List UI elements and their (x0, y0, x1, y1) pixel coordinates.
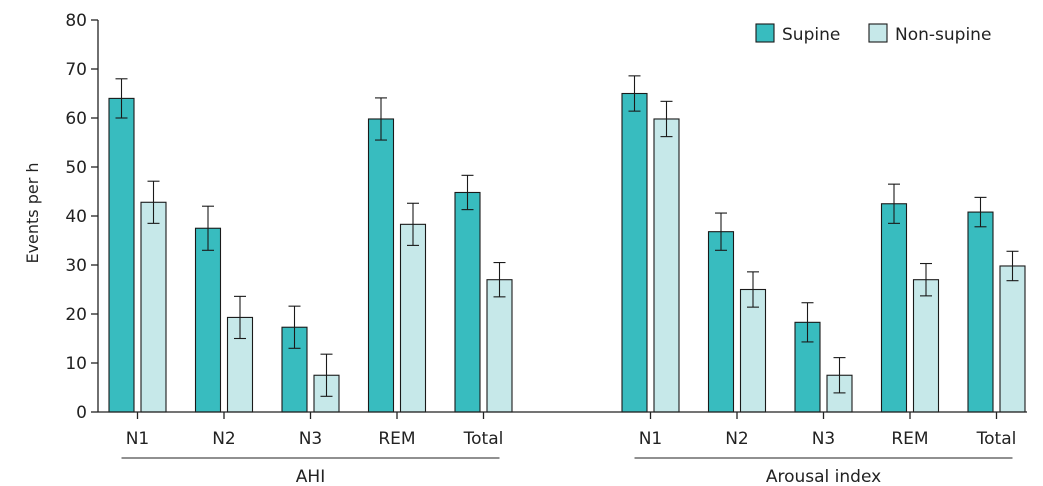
bar (367, 118, 395, 413)
group-label: Arousal index (766, 467, 881, 486)
y-tick-label: 60 (65, 109, 87, 129)
group-label: AHI (296, 467, 325, 486)
x-tick-label: N1 (126, 429, 150, 449)
x-tick-label: N2 (212, 429, 236, 449)
bar (653, 118, 680, 413)
y-tick-label: 80 (65, 11, 87, 31)
bars (108, 75, 1026, 413)
legend-swatch (755, 23, 775, 43)
x-axis: N1 N2 N3 REM Total AHI N1 N2 N3 REM Total Arousal i… (98, 411, 1027, 486)
bar (912, 279, 940, 413)
x-tick-label: REM (378, 429, 415, 449)
x-tick-label: N1 (639, 429, 663, 449)
y-tick-label: 70 (65, 60, 87, 80)
bar (108, 97, 135, 413)
x-tick-label: N3 (812, 429, 836, 449)
bar (486, 279, 513, 413)
bar (707, 231, 735, 413)
legend-label: Supine (782, 25, 840, 45)
y-tick-label: 10 (65, 354, 87, 374)
x-tick-label: N2 (725, 429, 749, 449)
bar (399, 223, 427, 413)
x-tick-label: N3 (299, 429, 323, 449)
bar (621, 92, 648, 413)
bar (454, 191, 481, 413)
y-tick-label: 40 (65, 207, 87, 227)
legend-swatch (868, 23, 888, 43)
y-tick-label: 50 (65, 158, 87, 178)
y-tick-label: 20 (65, 305, 87, 325)
bar (739, 288, 767, 413)
bar (967, 211, 994, 413)
legend-label: Non-supine (895, 25, 991, 45)
y-tick-label: 0 (76, 403, 87, 423)
y-axis-title: Events per h (23, 162, 42, 263)
bar (880, 203, 908, 413)
x-tick-label: REM (891, 429, 928, 449)
x-tick-label: Total (463, 429, 504, 449)
bar (140, 201, 167, 413)
y-axis: 0 10 20 30 40 50 60 70 80 (65, 11, 99, 423)
bar (194, 227, 222, 413)
y-tick-label: 30 (65, 256, 87, 276)
x-tick-label: Total (976, 429, 1017, 449)
legend: Supine Non-supine (755, 23, 991, 45)
bar (999, 265, 1026, 413)
